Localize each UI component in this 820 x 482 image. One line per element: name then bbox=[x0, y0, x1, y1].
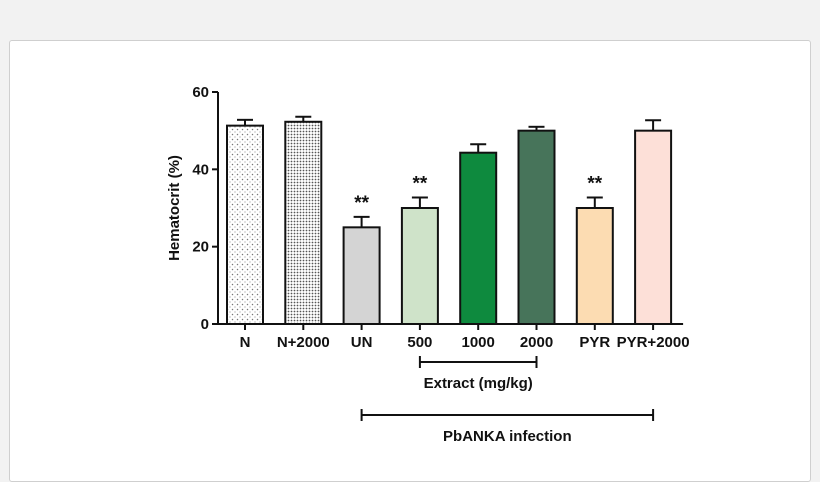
bar-2000 bbox=[517, 129, 556, 325]
x-tick-label: N+2000 bbox=[277, 334, 330, 351]
hematocrit-bar-chart: 0 20 40 60 Hematocrit (%) N N+2000 UN ** 500 ** 100… bbox=[166, 84, 690, 445]
bar-500 bbox=[400, 207, 439, 325]
x-tick-label: 500 bbox=[407, 334, 432, 351]
x-tick-label: N bbox=[240, 334, 251, 351]
bar-un bbox=[342, 226, 381, 325]
y-tick-label: 60 bbox=[192, 84, 209, 101]
bar-1000 bbox=[459, 151, 498, 325]
group-label: Extract (mg/kg) bbox=[424, 375, 533, 392]
x-tick-label: PYR bbox=[579, 334, 610, 351]
bar-n-2000 bbox=[284, 120, 323, 326]
y-tick-label: 20 bbox=[192, 239, 209, 256]
x-tick-label: 1000 bbox=[462, 334, 495, 351]
bar-n bbox=[226, 124, 264, 325]
y-axis-title: Hematocrit (%) bbox=[166, 155, 183, 261]
significance-marker: ** bbox=[587, 174, 602, 195]
x-tick-label: 2000 bbox=[520, 334, 553, 351]
x-tick-label: UN bbox=[351, 334, 373, 351]
x-tick-label: PYR+2000 bbox=[617, 334, 690, 351]
bar-pyr bbox=[575, 207, 614, 325]
significance-marker: ** bbox=[413, 174, 428, 195]
group-label: PbANKA infection bbox=[443, 428, 572, 445]
y-tick-label: 40 bbox=[192, 161, 209, 178]
bar-pyr-2000 bbox=[634, 129, 673, 325]
y-tick-label: 0 bbox=[201, 316, 209, 333]
significance-marker: ** bbox=[354, 193, 369, 214]
chart-card: 0 20 40 60 Hematocrit (%) N N+2000 UN ** 500 ** 100… bbox=[146, 58, 704, 455]
